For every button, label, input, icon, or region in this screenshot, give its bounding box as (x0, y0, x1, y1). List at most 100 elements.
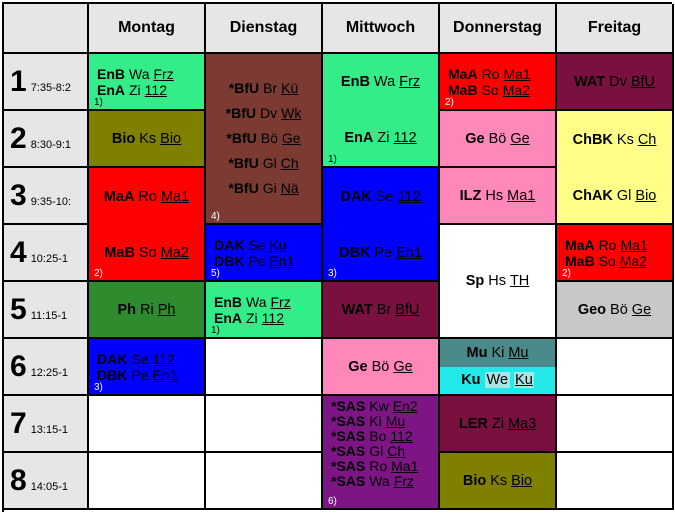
teacher-code: Ro (138, 188, 157, 205)
room-code: Mu (385, 413, 406, 429)
lesson-cell[interactable]: MaA Ro Ma1 (89, 168, 206, 225)
lesson-block-english: EnB Wa Frz EnA Zi 112 1) (323, 54, 440, 168)
teacher-code: So (481, 81, 499, 98)
lesson-cell[interactable]: Ge Bö Ge (323, 339, 440, 396)
teacher-code: Kw (369, 398, 389, 414)
teacher-code: Gl (262, 155, 277, 171)
period-header: 3 9:35-10: (4, 168, 89, 225)
room-code: Ch (280, 155, 299, 171)
teacher-code: Bo (369, 428, 387, 444)
lesson-cell[interactable]: ILZ Hs Ma1 (440, 168, 557, 225)
teacher-code: Gl (616, 187, 632, 204)
teacher-code: Br (376, 301, 392, 318)
lesson-cell[interactable]: LER Zi Ma3 (440, 396, 557, 453)
lesson-line: Mu Ki Mu (467, 344, 529, 362)
subject-code: MaA (448, 65, 478, 82)
teacher-code: Ks (139, 130, 157, 147)
subject-code: DBK (97, 366, 128, 383)
room-code: Mu (508, 344, 529, 361)
empty-cell (557, 453, 674, 510)
room-code: Ge (510, 130, 530, 147)
period-header: 8 14:05-1 (4, 453, 89, 510)
subject-code: EnA (344, 130, 374, 146)
lesson-cell[interactable]: DBK Pe En1 3) (323, 225, 440, 282)
lesson-cell[interactable]: Geo Bö Ge (557, 282, 674, 339)
subject-code: EnB (97, 65, 125, 82)
period-number: 3 (10, 178, 27, 212)
lesson-cell[interactable]: WAT Br BfU (323, 282, 440, 339)
lesson-line: LER Zi Ma3 (459, 415, 536, 433)
lesson-cell[interactable]: WAT Dv BfU (557, 54, 674, 111)
teacher-code: Ro (481, 65, 500, 82)
lesson-line: EnB Wa Frz (341, 73, 420, 91)
lesson-cell[interactable]: EnB Wa Frz (323, 54, 438, 110)
lesson-cell[interactable]: Mu Ki Mu (440, 339, 555, 367)
room-code: Ph (157, 301, 176, 318)
lesson-line: *SAS Bo 112 (331, 429, 413, 444)
room-code: Ma1 (160, 188, 190, 205)
period-number: 4 (10, 235, 27, 269)
lesson-cell[interactable]: ChBK Ks Ch (557, 111, 674, 168)
lesson-line: Sp Hs TH (466, 272, 530, 290)
lesson-line: EnA Zi 112 (97, 82, 167, 98)
teacher-code: Zi (377, 130, 390, 146)
room-code: 112 (261, 309, 284, 326)
teacher-code: Ki (369, 413, 382, 429)
period-header: 1 7:35-8:2 (4, 54, 89, 111)
subject-code: EnB (340, 74, 370, 90)
teacher-code: Wa (373, 74, 396, 90)
teacher-code: Zi (491, 415, 504, 432)
lesson-line: Ph Ri Ph (118, 301, 176, 319)
teacher-code: Wa (129, 65, 150, 82)
lesson-cell[interactable]: DAK Se 112 DBK Pe En1 3) (89, 339, 206, 396)
teacher-code: Ks (490, 472, 508, 489)
teacher-code: Pe (248, 252, 266, 269)
subject-code: *BfU (228, 180, 259, 196)
lesson-cell[interactable]: MaB So Ma2 2) (89, 225, 206, 282)
teacher-code: Se (131, 350, 149, 367)
lesson-cell[interactable]: DAK Se 112 (323, 168, 440, 225)
lesson-line: DAK Se Ku (214, 237, 287, 253)
lesson-cell[interactable]: Sp Hs TH (440, 225, 557, 339)
footnote-marker: 3) (94, 382, 103, 393)
lesson-cell[interactable]: ChAK Gl Bio (557, 168, 674, 225)
lesson-cell[interactable]: MaA Ro Ma1 MaB So Ma2 2) (440, 54, 557, 111)
lesson-cell[interactable]: EnA Zi 112 1) (323, 110, 438, 166)
lesson-cell[interactable]: EnB Wa Frz EnA Zi 112 1) (89, 54, 206, 111)
footnote-marker: 2) (562, 268, 571, 279)
lesson-cell[interactable]: Bio Ks Bio (89, 111, 206, 168)
subject-code: *BfU (225, 105, 256, 121)
lesson-cell[interactable]: Ku We Ku (440, 366, 555, 394)
lesson-cell[interactable]: DAK Se Ku DBK Pe En1 5) (206, 225, 323, 282)
teacher-code: Bö (260, 130, 278, 146)
lesson-cell[interactable]: *SAS Kw En2 *SAS Ki Mu *SAS Bo 112 *SAS Gl Ch *SAS Ro… (323, 396, 440, 510)
teacher-code: Zi (129, 81, 141, 98)
lesson-cell[interactable]: Ge Bö Ge (440, 111, 557, 168)
room-code: Frz (393, 473, 414, 489)
subject-code: ILZ (459, 187, 482, 204)
lesson-cell[interactable]: EnB Wa Frz EnA Zi 112 1) (206, 282, 323, 339)
teacher-code: So (138, 244, 157, 261)
period-header: 7 13:15-1 (4, 396, 89, 453)
lesson-cell[interactable]: MaA Ro Ma1 MaB So Ma2 2) (557, 225, 674, 282)
subject-code: DAK (340, 188, 372, 205)
lesson-block-music-art: Mu Ki Mu Ku We Ku (440, 339, 557, 396)
period-header: 4 10:25-1 (4, 225, 89, 282)
subject-code: *BfU (228, 80, 260, 96)
lesson-line: Bio Ks Bio (112, 130, 181, 148)
lesson-line: *BfU Dv Wk (226, 101, 302, 126)
lesson-cell[interactable]: Bio Ks Bio (440, 453, 557, 510)
lesson-cell[interactable]: Ph Ri Ph (89, 282, 206, 339)
room-code: BfU (630, 73, 656, 90)
empty-cell (89, 396, 206, 453)
period-number: 1 (10, 64, 27, 98)
subject-code: DAK (97, 350, 128, 367)
lesson-cell[interactable]: *BfU Br Kü *BfU Dv Wk *BfU Bö Ge *BfU Gl Ch *BfU Gi Nä… (206, 54, 323, 225)
lesson-line: *SAS Wa Frz (331, 474, 414, 489)
subject-code: Ku (461, 372, 481, 389)
teacher-code: Wa (369, 473, 390, 489)
room-code: TH (509, 273, 530, 289)
teacher-code: Ri (140, 301, 154, 318)
period-time: 9:35-10: (30, 195, 72, 208)
teacher-code: Wa (246, 293, 267, 310)
